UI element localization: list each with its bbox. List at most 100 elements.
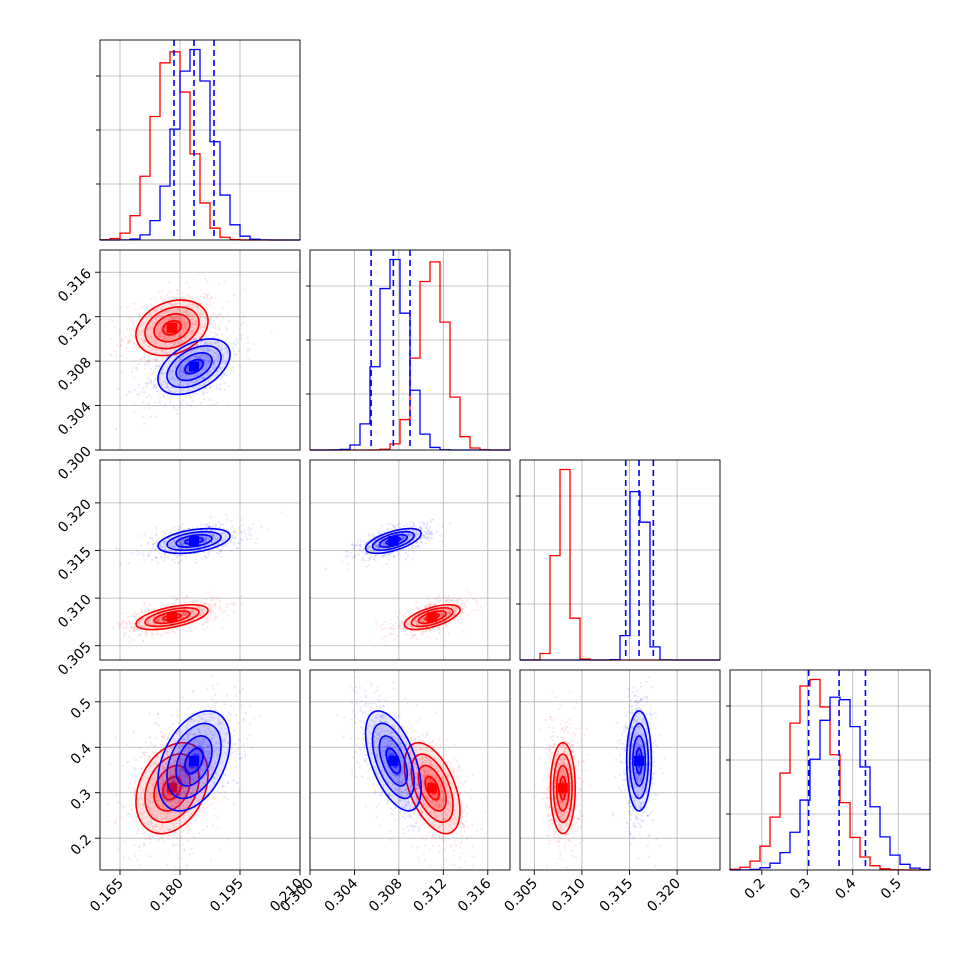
scatter-point — [158, 291, 160, 293]
scatter-point — [142, 401, 144, 403]
scatter-point — [206, 621, 208, 623]
scatter-point — [168, 699, 170, 701]
scatter-point — [460, 598, 462, 600]
scatter-point — [110, 338, 112, 340]
scatter-point — [343, 561, 345, 563]
scatter-point — [150, 877, 152, 879]
scatter-point — [133, 774, 135, 776]
scatter-point — [133, 376, 135, 378]
scatter-point — [241, 519, 243, 521]
scatter-point — [149, 712, 151, 714]
scatter-point — [368, 533, 370, 535]
scatter-point — [212, 798, 214, 800]
scatter-point — [165, 345, 167, 347]
scatter-point — [131, 371, 133, 373]
scatter-point — [178, 845, 180, 847]
scatter-point — [171, 730, 173, 732]
scatter-point — [212, 404, 214, 406]
panel-frame — [310, 460, 510, 660]
scatter-point — [172, 603, 174, 605]
scatter-point — [242, 688, 244, 690]
scatter-point — [146, 306, 148, 308]
scatter-point — [467, 591, 469, 593]
scatter-point — [124, 621, 126, 623]
scatter-point — [418, 547, 420, 549]
scatter-point — [133, 410, 135, 412]
scatter-point — [249, 538, 251, 540]
scatter-point — [345, 556, 347, 558]
scatter-point — [147, 542, 149, 544]
scatter-point — [224, 610, 226, 612]
scatter-point — [402, 621, 404, 623]
scatter-point — [436, 531, 438, 533]
scatter-point — [235, 532, 237, 534]
scatter-point — [189, 828, 191, 830]
panel-1-0 — [73, 250, 300, 450]
scatter-point — [116, 344, 118, 346]
scatter-point — [210, 859, 212, 861]
scatter-point — [242, 316, 244, 318]
scatter-point — [210, 317, 212, 319]
scatter-point — [181, 343, 183, 345]
scatter-point — [406, 634, 408, 636]
panel-2-0 — [98, 460, 300, 660]
scatter-point — [151, 856, 153, 858]
scatter-point — [393, 633, 395, 635]
scatter-point — [452, 597, 454, 599]
scatter-point — [448, 632, 450, 634]
scatter-point — [167, 736, 169, 738]
scatter-point — [147, 758, 149, 760]
scatter-point — [214, 602, 216, 604]
scatter-point — [125, 357, 127, 359]
scatter-point — [396, 615, 398, 617]
scatter-point — [188, 826, 190, 828]
scatter-point — [161, 736, 163, 738]
scatter-point — [154, 633, 156, 635]
scatter-point — [233, 357, 235, 359]
scatter-point — [203, 525, 205, 527]
scatter-point — [218, 553, 220, 555]
scatter-point — [229, 541, 231, 543]
scatter-point — [196, 393, 198, 395]
scatter-point — [163, 552, 165, 554]
scatter-point — [134, 302, 136, 304]
scatter-point — [247, 351, 249, 353]
scatter-point — [147, 823, 149, 825]
scatter-point — [231, 705, 233, 707]
scatter-point — [144, 368, 146, 370]
scatter-point — [354, 555, 356, 557]
scatter-point — [219, 607, 221, 609]
scatter-point — [177, 342, 179, 344]
scatter-point — [138, 613, 140, 615]
scatter-point — [211, 549, 213, 551]
scatter-point — [476, 603, 478, 605]
scatter-point — [127, 339, 129, 341]
scatter-point — [124, 627, 126, 629]
scatter-point — [161, 290, 163, 292]
scatter-point — [224, 382, 226, 384]
scatter-point — [204, 603, 206, 605]
scatter-point — [381, 555, 383, 557]
scatter-point — [142, 555, 144, 557]
scatter-point — [211, 699, 213, 701]
scatter-point — [136, 369, 138, 371]
scatter-point — [150, 298, 152, 300]
scatter-point — [231, 520, 233, 522]
scatter-point — [405, 552, 407, 554]
scatter-point — [221, 627, 223, 629]
scatter-point — [224, 389, 226, 391]
scatter-point — [137, 363, 139, 365]
series-blue — [325, 519, 452, 571]
scatter-point — [381, 628, 383, 630]
scatter-point — [147, 403, 149, 405]
scatter-point — [155, 301, 157, 303]
scatter-point — [417, 545, 419, 547]
scatter-point — [173, 296, 175, 298]
scatter-point — [234, 537, 236, 539]
scatter-point — [147, 855, 149, 857]
scatter-point — [144, 382, 146, 384]
scatter-point — [149, 838, 151, 840]
scatter-point — [191, 624, 193, 626]
scatter-point — [143, 604, 145, 606]
scatter-point — [130, 797, 132, 799]
